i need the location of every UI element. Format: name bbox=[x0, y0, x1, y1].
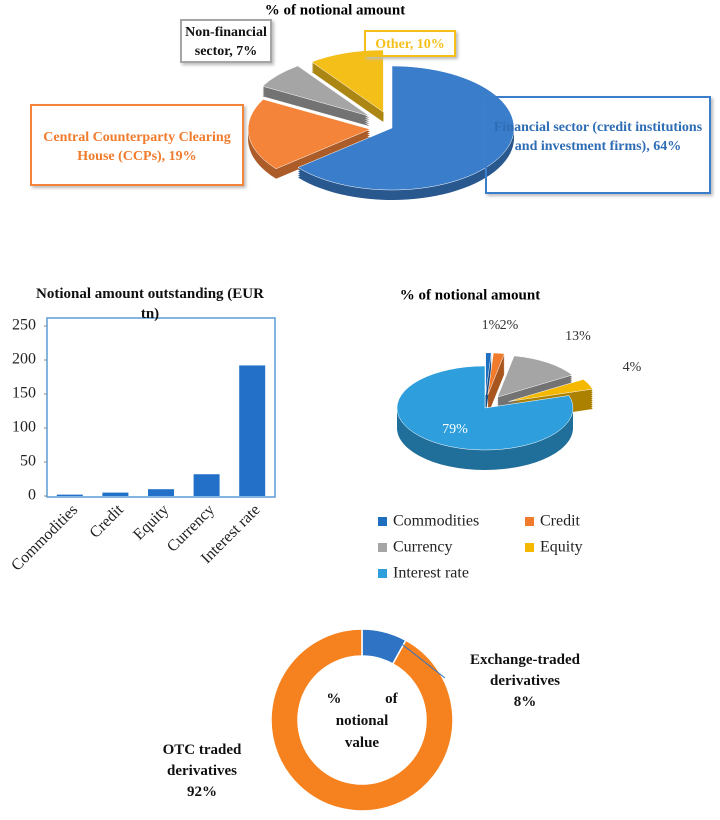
bar bbox=[56, 494, 83, 496]
x-tick-label: Credit bbox=[87, 501, 128, 542]
slice-label: 2% bbox=[500, 318, 519, 333]
y-tick-label: 250 bbox=[12, 317, 36, 334]
segment-value: 92% bbox=[187, 784, 217, 800]
legend-swatch bbox=[525, 517, 534, 526]
segment-value: 8% bbox=[513, 694, 537, 710]
segment-label: Exchange-traded derivatives bbox=[470, 652, 580, 689]
y-tick-label: 0 bbox=[28, 487, 36, 504]
y-tick-label: 200 bbox=[12, 351, 36, 368]
plot-frame bbox=[46, 317, 276, 498]
slice-label: 1% bbox=[482, 318, 501, 333]
segment-label: OTC traded derivatives bbox=[162, 742, 242, 779]
legend-label: Credit bbox=[540, 513, 581, 530]
x-tick-label: Commodities bbox=[8, 501, 81, 574]
slice bbox=[485, 352, 492, 395]
legend-label: Commodities bbox=[393, 513, 479, 530]
legend-swatch bbox=[378, 569, 387, 578]
donut-segment bbox=[270, 628, 454, 812]
chart-title: % of notional amount bbox=[400, 287, 540, 303]
slice-side bbox=[487, 360, 505, 403]
y-tick-label: 150 bbox=[12, 385, 36, 402]
x-tick-label: Equity bbox=[130, 501, 172, 543]
bar bbox=[239, 365, 266, 496]
legend-swatch bbox=[378, 517, 387, 526]
slice bbox=[487, 352, 505, 395]
slice-label: 4% bbox=[623, 360, 642, 375]
slice-label: 79% bbox=[442, 422, 468, 437]
legend-label: Equity bbox=[540, 539, 583, 556]
slice-label: Other, 10% bbox=[364, 30, 456, 57]
slice bbox=[247, 99, 371, 170]
slice-label: 13% bbox=[565, 329, 591, 344]
slice bbox=[262, 65, 370, 117]
legend-label: Interest rate bbox=[393, 565, 469, 582]
slice-label: Financial sector (credit institutions an… bbox=[485, 96, 711, 194]
legend-label: Currency bbox=[393, 539, 453, 556]
slice-side bbox=[487, 368, 505, 411]
slice bbox=[508, 379, 594, 402]
slice-side bbox=[487, 362, 505, 405]
legend-swatch bbox=[378, 543, 387, 552]
chart-title: % of notional amount bbox=[265, 2, 405, 18]
slice bbox=[311, 49, 384, 113]
bar bbox=[102, 492, 129, 496]
slice bbox=[297, 65, 515, 191]
slice-side bbox=[487, 372, 505, 415]
chart-title: % of notional value bbox=[326, 691, 398, 751]
bar bbox=[193, 474, 220, 496]
slice-label: Central Counterparty Clearing House (CCP… bbox=[30, 104, 244, 186]
y-tick-label: 50 bbox=[20, 453, 36, 470]
slice bbox=[497, 355, 573, 398]
leader-line bbox=[393, 637, 446, 679]
slice-side bbox=[487, 364, 505, 407]
chart-title: Notional amount outstanding (EUR tn) bbox=[36, 286, 264, 322]
y-tick-label: 100 bbox=[12, 419, 36, 436]
slice-side bbox=[487, 354, 505, 397]
legend-swatch bbox=[525, 543, 534, 552]
slice-label: Non-financial sector, 7% bbox=[180, 19, 272, 63]
slice bbox=[396, 365, 574, 451]
slice-side bbox=[487, 370, 505, 413]
slice-side bbox=[487, 356, 505, 399]
bar bbox=[148, 489, 174, 496]
slice-side bbox=[487, 366, 505, 409]
slice-side bbox=[487, 358, 505, 401]
